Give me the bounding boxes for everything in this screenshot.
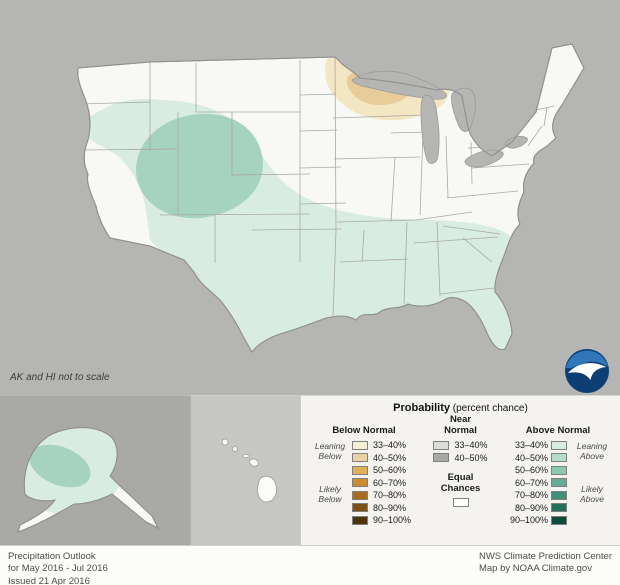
- us-map: [77, 43, 585, 353]
- us-coast-outline: [77, 43, 585, 353]
- hawaii-map: [221, 438, 277, 503]
- legend-pct: 33–40%: [454, 440, 488, 451]
- legend-pct: 90–100%: [509, 515, 548, 526]
- above-normal-grid: Leaning Above Likely Above 33–40% 40–50%…: [504, 439, 612, 527]
- legend-pct: 80–90%: [373, 502, 407, 513]
- legend-pct: 60–70%: [514, 477, 548, 488]
- footer-period: for May 2016 - Jul 2016: [8, 563, 108, 575]
- noaa-logo: [565, 349, 609, 393]
- legend-pct: 40–50%: [373, 452, 407, 463]
- legend-swatch: [352, 465, 368, 475]
- hawaii-inset-panel: [190, 395, 300, 545]
- legend-swatch: [352, 478, 368, 488]
- alaska-outline: [17, 427, 160, 533]
- legend-swatch: [352, 503, 368, 513]
- legend-swatch: [551, 503, 567, 513]
- footer: Precipitation Outlook for May 2016 - Jul…: [0, 545, 620, 585]
- legend-swatch: [352, 440, 368, 450]
- legend-swatch: [551, 453, 567, 463]
- legend-below-column: Below Normal Leaning Below Likely Below …: [311, 416, 417, 527]
- footer-credit-left: Precipitation Outlook for May 2016 - Jul…: [8, 551, 108, 585]
- legend-pct: 50–60%: [373, 465, 407, 476]
- legend-swatch: [433, 440, 450, 450]
- scale-note: AK and HI not to scale: [10, 372, 110, 383]
- legend-swatch: [551, 478, 567, 488]
- legend-pct: 80–90%: [514, 502, 548, 513]
- below-normal-header: Below Normal: [332, 424, 396, 436]
- footer-source: NWS Climate Prediction Center: [478, 551, 612, 562]
- noaa-seagull-icon: [568, 363, 606, 380]
- legend-pct: 33–40%: [373, 440, 407, 451]
- near-normal-header: Near Normal: [444, 414, 477, 436]
- legend-swatch: [551, 440, 567, 450]
- legend-title-bold: Probability: [393, 402, 450, 414]
- legend-title-rest: (percent chance): [450, 403, 528, 414]
- legend-above-column: Above Normal Leaning Above Likely Above …: [504, 416, 612, 527]
- likely-below-label: Likely Below: [318, 484, 342, 505]
- legend-swatch: [551, 490, 567, 500]
- footer-credit-right: NWS Climate Prediction Center Map by NOA…: [479, 551, 612, 580]
- legend-near-column: Near Normal 33–40% 40–50% Equal Chances: [433, 414, 488, 527]
- legend-swatch: [551, 515, 567, 525]
- legend-swatch: [433, 453, 450, 463]
- footer-issued: Issued 21 Apr 2016: [8, 575, 90, 585]
- likely-above-label: Likely Above: [579, 484, 605, 505]
- legend-swatch: [352, 453, 368, 463]
- great-lakes: [351, 70, 528, 168]
- legend-pct: 33–40%: [514, 440, 548, 451]
- legend-panel: Probability (percent chance) Below Norma…: [300, 395, 620, 545]
- alaska-inset-panel: [0, 395, 190, 545]
- above-normal-core-region: [135, 113, 263, 219]
- below-normal-grid: Leaning Below Likely Below 33–40% 40–50%…: [311, 439, 417, 527]
- equal-chances-swatch: [452, 497, 469, 507]
- alaska-above-normal-core: [29, 444, 91, 488]
- legend-swatch: [352, 490, 368, 500]
- legend-swatch: [551, 465, 567, 475]
- leaning-below-label: Leaning Below: [314, 440, 346, 461]
- legend-columns: Below Normal Leaning Below Likely Below …: [301, 414, 620, 527]
- above-normal-header: Above Normal: [525, 424, 591, 436]
- equal-chances-label: Equal Chances: [440, 472, 481, 494]
- legend-pct: 50–60%: [514, 465, 548, 476]
- alaska-map: [17, 427, 160, 533]
- hawaii-islands: [221, 438, 277, 503]
- near-normal-grid: 33–40% 40–50%: [433, 439, 488, 464]
- legend-pct: 70–80%: [373, 490, 407, 501]
- noaa-logo-sky: [566, 350, 608, 369]
- legend-pct: 60–70%: [373, 477, 407, 488]
- footer-mapby: Map by NOAA Climate.gov: [478, 563, 592, 575]
- legend-swatch: [352, 515, 368, 525]
- legend-pct: 40–50%: [454, 452, 488, 463]
- legend-pct: 40–50%: [514, 452, 548, 463]
- legend-pct: 90–100%: [373, 515, 412, 526]
- legend-pct: 70–80%: [514, 490, 548, 501]
- leaning-above-label: Leaning Above: [576, 440, 608, 461]
- legend-title: Probability (percent chance): [301, 396, 620, 414]
- footer-title: Precipitation Outlook: [8, 551, 96, 562]
